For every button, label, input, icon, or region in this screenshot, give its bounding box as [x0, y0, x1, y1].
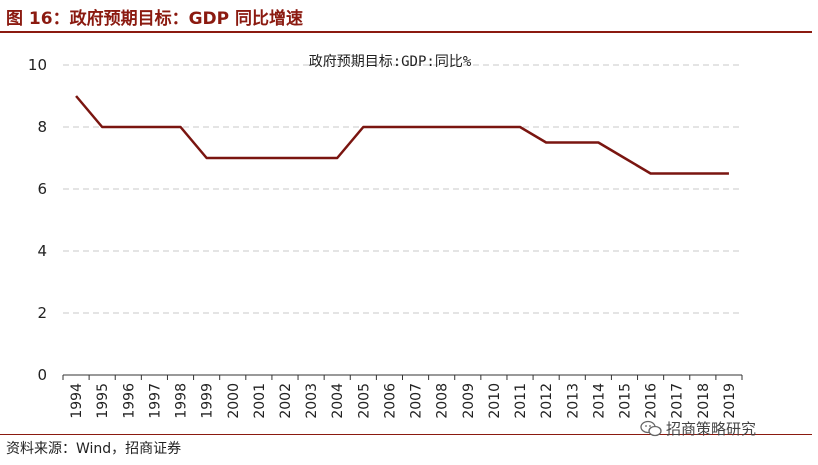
x-tick-label: 2007 — [409, 383, 425, 419]
x-tick-label: 1997 — [147, 383, 163, 419]
y-tick-label: 6 — [37, 180, 47, 198]
x-tick-label: 2004 — [330, 383, 346, 419]
x-tick-label: 2016 — [644, 383, 660, 419]
series-line — [75, 95, 729, 175]
watermark-text: 招商策略研究 — [666, 420, 757, 438]
y-tick-label: 10 — [28, 56, 47, 74]
x-tick-labels: 1994 1995 1996 1997 1998 1999 2000 2001 2002 2003… — [69, 383, 738, 419]
x-tick-label: 2011 — [513, 383, 529, 419]
x-tick-label: 2008 — [435, 383, 451, 419]
x-tick-label: 2013 — [565, 383, 581, 419]
x-tick-label: 1999 — [200, 383, 216, 419]
y-tick-label: 8 — [37, 118, 47, 136]
x-tick-label: 2001 — [252, 383, 268, 419]
chart-title: 政府预期目标:GDP:同比% — [309, 54, 472, 70]
x-tick-label: 2006 — [382, 383, 398, 419]
x-tick-label: 2000 — [226, 383, 242, 419]
source-note: 资料来源：Wind，招商证券 — [6, 441, 182, 457]
series-layer — [75, 95, 729, 175]
x-tick-label: 1998 — [174, 383, 190, 419]
wechat-icon — [640, 420, 662, 436]
top-divider — [0, 31, 812, 33]
y-tick-label: 0 — [37, 366, 47, 384]
x-tick-label: 2012 — [539, 383, 555, 419]
axes — [62, 374, 743, 380]
x-tick-label: 2015 — [617, 383, 633, 419]
x-tick-label: 1996 — [121, 383, 137, 419]
bottom-divider — [0, 434, 812, 435]
x-tick-label: 2009 — [461, 383, 477, 419]
x-tick-label: 2019 — [722, 383, 738, 419]
grid-lines — [63, 64, 742, 314]
x-tick-label: 2003 — [304, 383, 320, 419]
y-tick-label: 2 — [37, 304, 47, 322]
y-tick-label: 4 — [37, 242, 47, 260]
y-tick-labels: 0 2 4 6 8 10 — [28, 56, 47, 384]
x-tick-label: 1994 — [69, 383, 85, 419]
x-tick-label: 2018 — [696, 383, 712, 419]
x-tick-label: 2010 — [487, 383, 503, 419]
x-tick-label: 2014 — [591, 383, 607, 419]
x-tick-label: 1995 — [95, 383, 111, 419]
figure-title: 图 16：政府预期目标：GDP 同比增速 — [6, 9, 304, 29]
x-tick-label: 2017 — [670, 383, 686, 419]
x-tick-label: 2002 — [278, 383, 294, 419]
watermark: 招商策略研究 — [640, 418, 756, 439]
x-tick-label: 2005 — [356, 383, 372, 419]
